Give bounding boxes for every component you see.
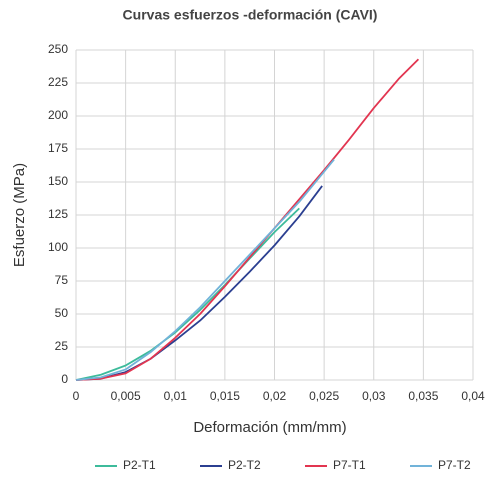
data-line [75, 207, 300, 381]
y-tick-label: 200 [48, 108, 68, 122]
legend-label: P2-T2 [228, 458, 261, 472]
y-axis-label: Esfuerzo (MPa) [11, 163, 28, 267]
x-tick-label: 0,035 [408, 389, 438, 403]
y-tick-label: 100 [48, 240, 68, 254]
y-tick-label: 50 [55, 306, 69, 320]
legend-label: P7-T1 [333, 458, 366, 472]
x-tick-label: 0 [73, 389, 80, 403]
chart-title: Curvas esfuerzos -deformación (CAVI) [123, 7, 378, 23]
x-axis-label: Deformación (mm/mm) [193, 419, 346, 436]
y-tick-label: 75 [55, 273, 69, 287]
y-tick-label: 25 [55, 339, 69, 353]
x-tick-label: 0,02 [263, 389, 287, 403]
x-tick-label: 0,015 [210, 389, 240, 403]
x-tick-label: 0,025 [309, 389, 339, 403]
y-tick-label: 125 [48, 207, 68, 221]
y-tick-label: 225 [48, 75, 68, 89]
y-tick-label: 250 [48, 42, 68, 56]
x-tick-label: 0,005 [111, 389, 141, 403]
legend-label: P2-T1 [123, 458, 156, 472]
x-tick-label: 0,04 [461, 389, 485, 403]
y-tick-label: 150 [48, 174, 68, 188]
data-line [75, 158, 335, 381]
legend-label: P7-T2 [438, 458, 471, 472]
y-tick-label: 175 [48, 141, 68, 155]
y-tick-label: 0 [61, 372, 68, 386]
data-line [75, 58, 420, 381]
x-tick-label: 0,01 [164, 389, 188, 403]
x-tick-label: 0,03 [362, 389, 386, 403]
